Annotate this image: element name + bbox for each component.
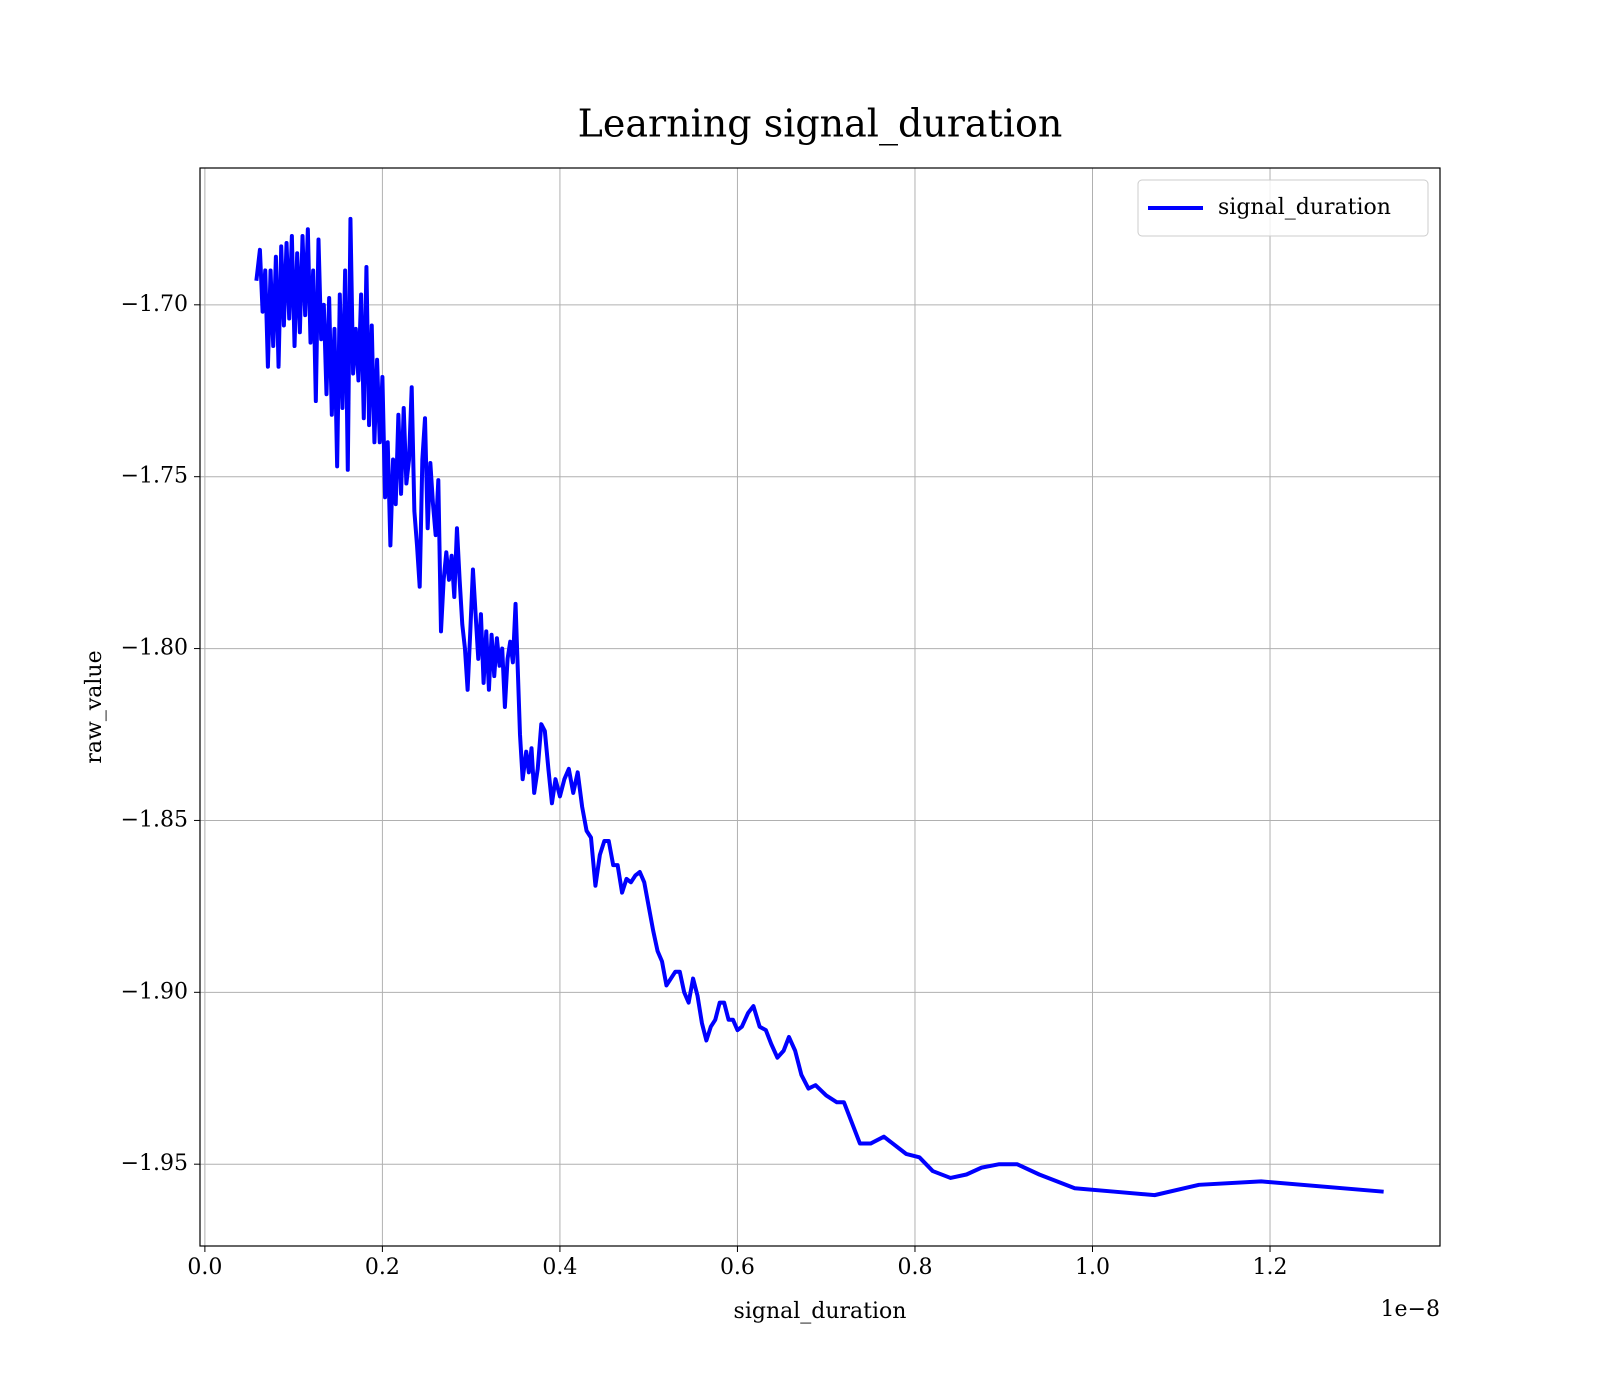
x-tick-label: 1.2 (1253, 1255, 1288, 1280)
x-offset-label: 1e−8 (1381, 1297, 1440, 1322)
y-tick-label: −1.80 (121, 636, 188, 661)
legend-label: signal_duration (1218, 195, 1391, 220)
x-tick-label: 0.2 (365, 1255, 400, 1280)
legend-box (1137, 179, 1429, 237)
data-line (254, 216, 1384, 1198)
x-tick-label: 1.0 (1075, 1255, 1110, 1280)
x-tick-label: 0.8 (897, 1255, 932, 1280)
x-tick-label: 0.4 (542, 1255, 577, 1280)
plot-frame (199, 167, 1441, 1247)
y-tick-label: −1.75 (121, 464, 188, 489)
y-axis-label: raw_value (82, 650, 107, 763)
x-tick-label: 0.0 (187, 1255, 222, 1280)
y-tick-label: −1.95 (121, 1151, 188, 1176)
y-tick-label: −1.85 (121, 807, 188, 832)
chart-title: Learning signal_duration (578, 102, 1063, 147)
x-axis-label: signal_duration (734, 1299, 907, 1324)
x-tick-label: 0.6 (720, 1255, 755, 1280)
y-tick-label: −1.90 (121, 979, 188, 1004)
y-tick-label: −1.70 (121, 292, 188, 317)
